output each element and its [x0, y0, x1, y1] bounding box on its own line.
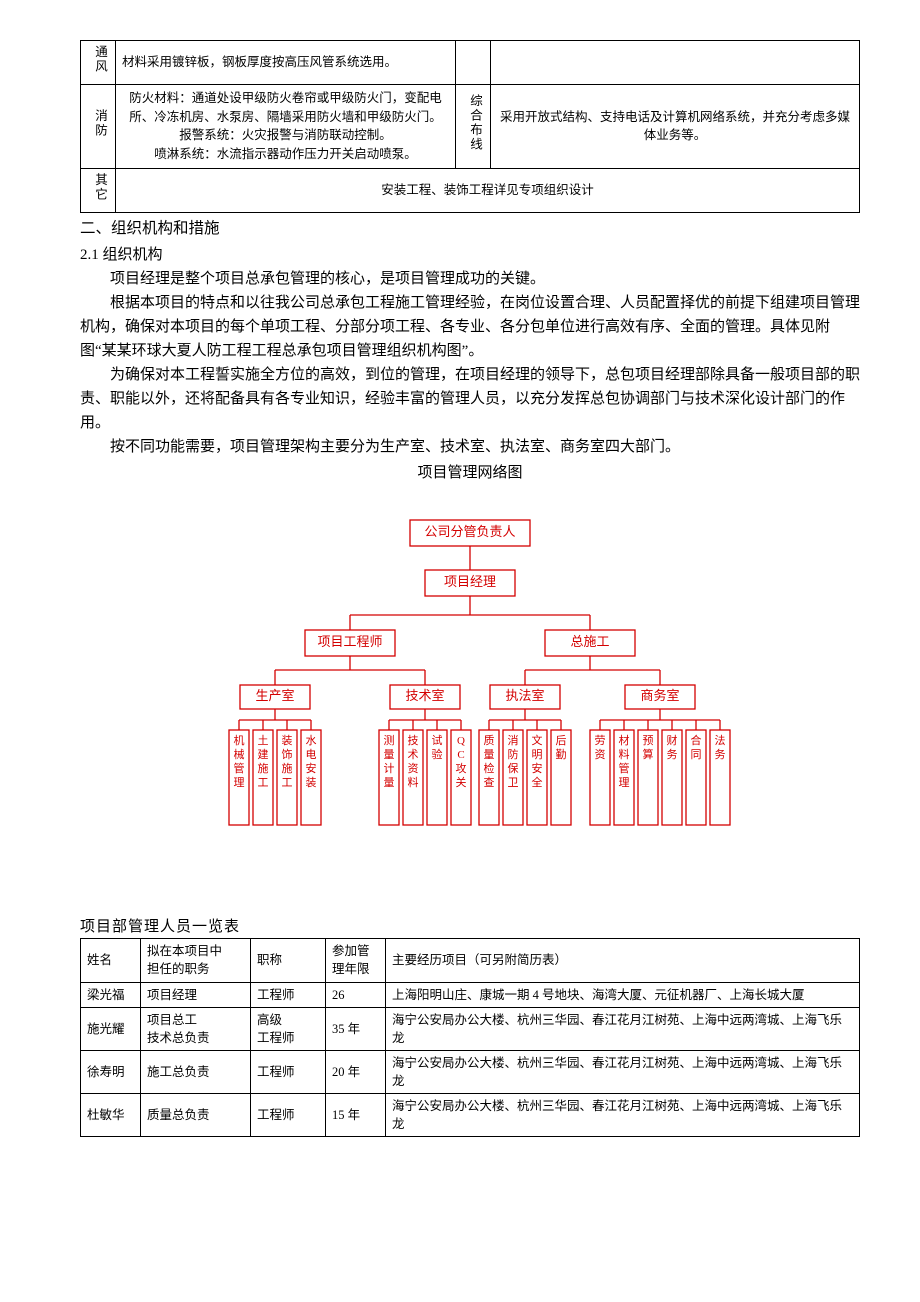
personnel-cell: 26 [326, 982, 386, 1007]
personnel-cell: 上海阳明山庄、康城一期 4 号地块、海湾大厦、元征机器厂、上海长城大厦 [386, 982, 860, 1007]
org-top: 公司分管负责人 [424, 524, 515, 539]
spec-desc-cabling: 采用开放式结构、支持电话及计算机网络系统，并充分考虑多媒体业务等。 [491, 84, 860, 168]
subsection-heading: 2.1 组织机构 [80, 243, 860, 267]
personnel-cell: 工程师 [251, 1050, 326, 1093]
personnel-cell: 15 年 [326, 1094, 386, 1137]
personnel-cell: 高级 工程师 [251, 1007, 326, 1050]
spec-cat-cabling: 综合布线 [456, 84, 491, 168]
personnel-cell: 施工总负责 [141, 1050, 251, 1093]
personnel-cell: 梁光福 [81, 982, 141, 1007]
org-l2: 项目经理 [444, 574, 496, 589]
org-l3-1: 总施工 [570, 634, 609, 649]
spec-row-other: 其它 安装工程、装饰工程详见专项组织设计 [81, 168, 860, 212]
paragraph-4: 按不同功能需要，项目管理架构主要分为生产室、技术室、执法室、商务室四大部门。 [80, 435, 860, 459]
org-chart: 公司分管负责人 项目经理 项目工程师 总施工 [80, 515, 860, 855]
section-heading: 二、组织机构和措施 [80, 217, 860, 242]
org-chart-svg: 公司分管负责人 项目经理 项目工程师 总施工 [200, 515, 740, 855]
spec-cat-other: 其它 [81, 168, 116, 212]
personnel-h-4: 主要经历项目（可另附简历表） [386, 939, 860, 982]
spec-row-fire: 消防 防火材料：通道处设甲级防火卷帘或甲级防火门，变配电所、冷冻机房、水泵房、隔… [81, 84, 860, 168]
spec-cat-empty [456, 41, 491, 85]
body-text: 二、组织机构和措施 2.1 组织机构 项目经理是整个项目总承包管理的核心，是项目… [80, 217, 860, 486]
spec-row-vent: 通风 材料采用镀锌板，钢板厚度按高压风管系统选用。 [81, 41, 860, 85]
spec-desc-other: 安装工程、装饰工程详见专项组织设计 [116, 168, 860, 212]
paragraph-1: 项目经理是整个项目总承包管理的核心，是项目管理成功的关键。 [80, 267, 860, 291]
personnel-cell: 20 年 [326, 1050, 386, 1093]
personnel-cell: 杜敏华 [81, 1094, 141, 1137]
personnel-cell: 海宁公安局办公大楼、杭州三华园、春江花月江树苑、上海中远两湾城、上海飞乐龙 [386, 1050, 860, 1093]
personnel-cell: 施光耀 [81, 1007, 141, 1050]
org-l4-0: 生产室 [255, 688, 294, 703]
spec-table: 通风 材料采用镀锌板，钢板厚度按高压风管系统选用。 消防 防火材料：通道处设甲级… [80, 40, 860, 213]
spec-cat-ventilation: 通风 [81, 41, 116, 85]
spec-desc-fire: 防火材料：通道处设甲级防火卷帘或甲级防火门，变配电所、冷冻机房、水泵房、隔墙采用… [116, 84, 456, 168]
org-l4-1: 技术室 [405, 688, 444, 703]
personnel-cell: 工程师 [251, 982, 326, 1007]
personnel-row: 梁光福项目经理工程师26上海阳明山庄、康城一期 4 号地块、海湾大厦、元征机器厂… [81, 982, 860, 1007]
personnel-cell: 35 年 [326, 1007, 386, 1050]
diagram-title: 项目管理网络图 [80, 461, 860, 485]
personnel-cell: 海宁公安局办公大楼、杭州三华园、春江花月江树苑、上海中远两湾城、上海飞乐龙 [386, 1094, 860, 1137]
personnel-h-1: 拟在本项目中 担任的职务 [141, 939, 251, 982]
personnel-h-0: 姓名 [81, 939, 141, 982]
org-l4-3: 商务室 [640, 688, 679, 703]
personnel-cell: 项目总工 技术总负责 [141, 1007, 251, 1050]
org-l4-2: 执法室 [505, 688, 544, 703]
personnel-cell: 工程师 [251, 1094, 326, 1137]
personnel-h-2: 职称 [251, 939, 326, 982]
personnel-cell: 项目经理 [141, 982, 251, 1007]
paragraph-3: 为确保对本工程誓实施全方位的高效，到位的管理，在项目经理的领导下，总包项目经理部… [80, 363, 860, 435]
personnel-title: 项目部管理人员一览表 [80, 915, 860, 936]
page: 通风 材料采用镀锌板，钢板厚度按高压风管系统选用。 消防 防火材料：通道处设甲级… [0, 0, 920, 1177]
personnel-row: 施光耀项目总工 技术总负责高级 工程师35 年海宁公安局办公大楼、杭州三华园、春… [81, 1007, 860, 1050]
personnel-cell: 质量总负责 [141, 1094, 251, 1137]
org-l3-0: 项目工程师 [317, 634, 382, 649]
spec-desc-ventilation: 材料采用镀锌板，钢板厚度按高压风管系统选用。 [116, 41, 456, 85]
personnel-row: 杜敏华质量总负责工程师15 年海宁公安局办公大楼、杭州三华园、春江花月江树苑、上… [81, 1094, 860, 1137]
spec-desc-empty [491, 41, 860, 85]
personnel-table: 姓名 拟在本项目中 担任的职务 职称 参加管 理年限 主要经历项目（可另附简历表… [80, 938, 860, 1137]
personnel-cell: 徐寿明 [81, 1050, 141, 1093]
personnel-h-3: 参加管 理年限 [326, 939, 386, 982]
personnel-cell: 海宁公安局办公大楼、杭州三华园、春江花月江树苑、上海中远两湾城、上海飞乐龙 [386, 1007, 860, 1050]
paragraph-2: 根据本项目的特点和以往我公司总承包工程施工管理经验，在岗位设置合理、人员配置择优… [80, 291, 860, 363]
spec-cat-fire: 消防 [81, 84, 116, 168]
personnel-header-row: 姓名 拟在本项目中 担任的职务 职称 参加管 理年限 主要经历项目（可另附简历表… [81, 939, 860, 982]
personnel-row: 徐寿明施工总负责工程师20 年海宁公安局办公大楼、杭州三华园、春江花月江树苑、上… [81, 1050, 860, 1093]
